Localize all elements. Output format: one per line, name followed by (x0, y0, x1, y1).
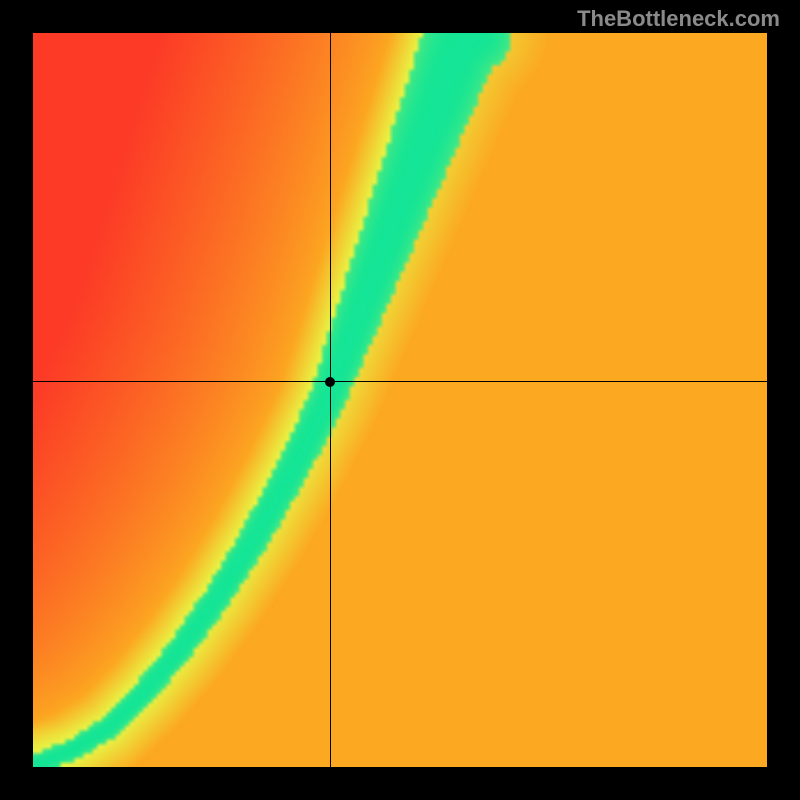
heatmap-plot (33, 33, 767, 767)
heatmap-canvas (33, 33, 767, 767)
data-point-marker (325, 377, 335, 387)
crosshair-horizontal (33, 381, 767, 382)
watermark-text: TheBottleneck.com (577, 6, 780, 32)
crosshair-vertical (330, 33, 331, 767)
